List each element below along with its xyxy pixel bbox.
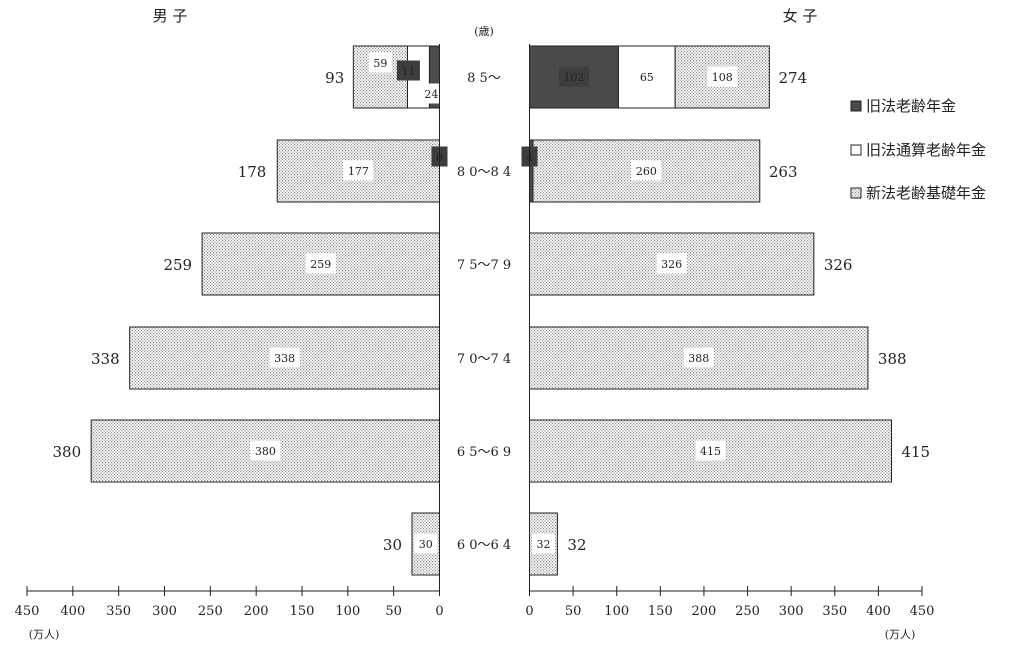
male-data-label: 11: [401, 65, 415, 78]
male-data-label-box: [368, 52, 392, 73]
age-category-label: 8 0～8 4: [457, 165, 511, 180]
female-data-label-box: [631, 160, 662, 181]
legend-label-new: 新法老齢基礎年金: [866, 184, 986, 202]
female-total-label: 326: [824, 256, 853, 274]
female-total-label: 415: [901, 443, 930, 461]
female-data-label: 65: [640, 71, 654, 84]
female-data-label-box: [558, 66, 589, 87]
male-x-tick-label: 250: [198, 604, 223, 619]
male-x-tick-label: 200: [244, 604, 269, 619]
male-data-label-box: [250, 440, 281, 461]
female-unit-label: (万人): [885, 628, 916, 641]
legend-swatch-old: [850, 100, 862, 112]
male-data-label-box: [419, 83, 443, 104]
female-data-label-box: [707, 66, 738, 87]
female-x-tick-label: 100: [604, 604, 629, 619]
male-x-tick-label: 50: [385, 604, 402, 619]
female-data-label-box: [683, 347, 714, 368]
female-total-label: 388: [878, 350, 907, 368]
age-category-label: 6 0～6 4: [457, 538, 511, 553]
female-x-tick-label: 400: [866, 604, 891, 619]
female-x-tick-label: 0: [525, 604, 533, 619]
male-total-label: 30: [383, 536, 402, 554]
age-unit-label: (歳): [474, 25, 494, 38]
male-data-label-box: [343, 160, 374, 181]
male-x-tick-label: 350: [106, 604, 131, 619]
male-x-tick-label: 450: [15, 604, 40, 619]
female-data-label: 388: [688, 352, 709, 365]
male-x-tick-label: 0: [435, 604, 443, 619]
female-total-label: 274: [778, 69, 807, 87]
male-data-label: 24: [424, 88, 438, 101]
female-data-label: 415: [700, 445, 721, 458]
male-unit-label: (万人): [29, 628, 60, 641]
female-x-tick-label: 250: [735, 604, 760, 619]
female-x-tick-label: 450: [910, 604, 935, 619]
female-data-label: 260: [636, 165, 657, 178]
male-data-label: 30: [419, 538, 433, 551]
legend-item-new: 新法老齢基礎年金: [850, 184, 986, 202]
age-category-label: 7 0～7 4: [457, 352, 511, 367]
legend-item-tsusan: 旧法通算老齢年金: [850, 141, 986, 159]
female-total-label: 263: [769, 163, 798, 181]
female-data-label: 326: [661, 258, 682, 271]
male-total-label: 178: [238, 163, 267, 181]
age-category-label: 8 5～: [467, 71, 501, 86]
female-data-label-box: [635, 66, 659, 87]
male-data-label-box: [414, 533, 438, 554]
female-data-label: 32: [536, 538, 550, 551]
female-data-label-box: [531, 533, 555, 554]
male-data-label: 259: [310, 258, 331, 271]
male-x-tick-label: 150: [290, 604, 315, 619]
male-x-tick-label: 400: [60, 604, 85, 619]
legend-label-tsusan: 旧法通算老齢年金: [866, 141, 986, 159]
female-data-label-box: [695, 440, 726, 461]
female-data-label-box: [656, 253, 687, 274]
legend-swatch-tsusan: [850, 144, 862, 156]
female-x-tick-label: 150: [648, 604, 673, 619]
male-x-tick-label: 300: [152, 604, 177, 619]
female-data-label: 102: [563, 71, 584, 84]
male-x-tick-label: 100: [335, 604, 360, 619]
legend-label-old: 旧法老齢年金: [866, 97, 956, 115]
male-data-label-box: [305, 253, 336, 274]
chart-marks: 8 5～ 8 0～8 4 7 5～7 9 7 0～7 4 6 5～6 9 6 0～6 4 5…: [15, 44, 935, 619]
female-data-label: 108: [712, 71, 733, 84]
female-x-tick-label: 200: [692, 604, 717, 619]
female-total-label: 32: [567, 536, 586, 554]
male-total-label: 338: [91, 350, 120, 368]
male-total-label: 93: [325, 69, 344, 87]
male-data-label: 177: [348, 165, 369, 178]
female-x-tick-label: 300: [779, 604, 804, 619]
male-data-label: 59: [373, 57, 387, 70]
age-category-label: 6 5～6 9: [457, 445, 511, 460]
male-total-label: 259: [163, 256, 192, 274]
female-x-tick-label: 50: [565, 604, 582, 619]
age-category-label: 7 5～7 9: [457, 258, 511, 273]
male-title: 男 子: [153, 7, 188, 25]
male-data-label-box: [269, 347, 300, 368]
legend-item-old: 旧法老齢年金: [850, 97, 956, 115]
male-data-label: 338: [274, 352, 295, 365]
female-title: 女 子: [783, 7, 818, 25]
legend: 旧法老齢年金 旧法通算老齢年金 新法老齢基礎年金: [850, 97, 986, 202]
male-total-label: 380: [53, 443, 82, 461]
male-data-label: 380: [255, 445, 276, 458]
female-x-tick-label: 350: [822, 604, 847, 619]
male-data-label-box: [396, 60, 420, 81]
legend-swatch-new: [850, 187, 862, 199]
